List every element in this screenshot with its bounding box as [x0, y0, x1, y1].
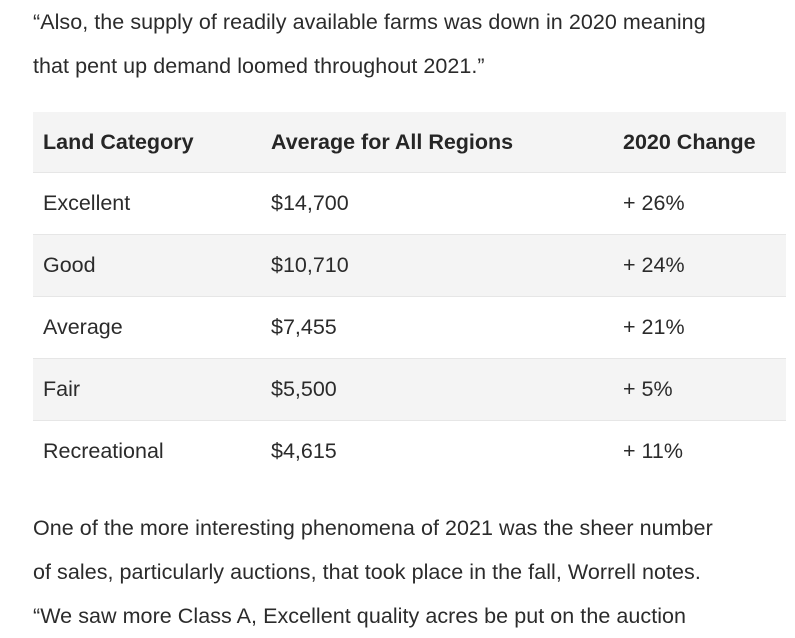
table-row: Recreational $4,615 + 11% [33, 420, 786, 483]
outro-paragraph: One of the more interesting phenomena of… [33, 506, 778, 638]
header-2020-change: 2020 Change [623, 129, 756, 154]
cell-average: $10,710 [271, 253, 349, 277]
cell-category: Good [43, 253, 96, 277]
intro-line-2: that pent up demand loomed throughout 20… [33, 54, 485, 78]
cell-average: $4,615 [271, 439, 337, 463]
outro-line-2: of sales, particularly auctions, that to… [33, 560, 701, 584]
table-row: Fair $5,500 + 5% [33, 358, 786, 421]
cell-average: $7,455 [271, 315, 337, 339]
outro-line-1: One of the more interesting phenomena of… [33, 516, 713, 540]
cell-category: Fair [43, 377, 81, 401]
cell-average: $14,700 [271, 191, 349, 215]
cell-category: Average [43, 315, 123, 339]
header-land-category: Land Category [43, 129, 194, 154]
cell-change: + 26% [623, 191, 685, 215]
cell-average: $5,500 [271, 377, 337, 401]
cell-change: + 24% [623, 253, 685, 277]
cell-change: + 11% [623, 439, 683, 463]
intro-paragraph: “Also, the supply of readily available f… [33, 0, 778, 88]
table-row: Average $7,455 + 21% [33, 296, 786, 359]
header-average-all-regions: Average for All Regions [271, 129, 514, 154]
cell-category: Excellent [43, 191, 131, 215]
table-row: Excellent $14,700 + 26% [33, 172, 786, 235]
cell-change: + 21% [623, 315, 685, 339]
outro-line-3: “We saw more Class A, Excellent quality … [33, 604, 687, 628]
table-row: Good $10,710 + 24% [33, 234, 786, 297]
intro-line-1: “Also, the supply of readily available f… [33, 10, 706, 34]
table-header-row: Land Category Average for All Regions 20… [33, 112, 786, 173]
land-value-table: Land Category Average for All Regions 20… [33, 112, 786, 482]
cell-category: Recreational [43, 439, 164, 463]
cell-change: + 5% [623, 377, 673, 401]
